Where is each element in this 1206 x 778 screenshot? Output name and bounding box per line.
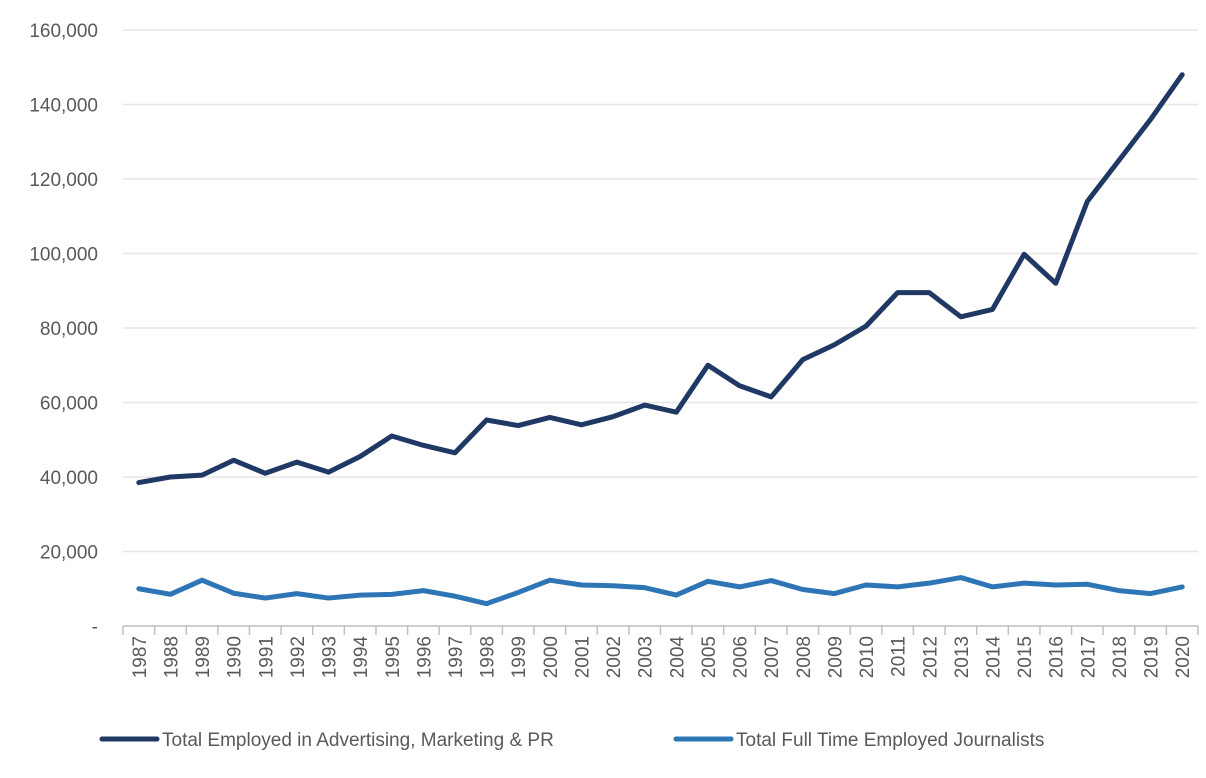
series-lines — [136, 72, 1185, 607]
x-tick-label: 1988 — [161, 636, 182, 678]
x-tick-label: 2002 — [604, 636, 625, 678]
x-tick-label: 1991 — [256, 636, 277, 678]
x-tick-label: 1992 — [288, 636, 309, 678]
x-tick-label: 1996 — [414, 636, 435, 678]
x-tick-label: 2016 — [1047, 636, 1068, 678]
y-axis-ticks: - 20,000 40,000 60,000 80,000 100,000 120,000 1… — [29, 21, 98, 638]
x-tick-label: 1989 — [193, 636, 214, 678]
legend-entry-label: Total Employed in Advertising, Marketing… — [162, 730, 554, 751]
x-tick-label: 2004 — [667, 636, 688, 679]
x-tick-label: 1990 — [225, 636, 246, 678]
x-tick-label: 1999 — [509, 636, 530, 678]
y-tick-label: 80,000 — [40, 319, 98, 340]
x-tick-label: 2007 — [762, 636, 783, 678]
x-tick-label: 1994 — [351, 636, 372, 679]
x-tick-label: 2010 — [857, 636, 878, 678]
x-tick-label: 2003 — [636, 636, 657, 678]
y-tick-label: - — [92, 617, 98, 638]
x-tick-label: 2015 — [1015, 636, 1036, 678]
x-tick-label: 2005 — [699, 636, 720, 678]
x-tick-label: 2006 — [731, 636, 752, 678]
x-tick-label: 2011 — [889, 636, 910, 677]
y-tick-label: 20,000 — [40, 543, 98, 564]
x-tick-label: 1993 — [320, 636, 341, 678]
x-tick-label: 2000 — [541, 636, 562, 678]
x-tick-label: 2019 — [1142, 636, 1163, 678]
y-tick-label: 120,000 — [29, 170, 98, 191]
x-tick-label: 1995 — [383, 636, 404, 678]
series-line-2 — [136, 575, 1185, 607]
y-tick-label: 40,000 — [40, 468, 98, 489]
x-tick-label: 1998 — [478, 636, 499, 678]
x-tick-label: 2013 — [952, 636, 973, 678]
x-tick-label: 2018 — [1110, 636, 1131, 678]
x-tick-label: 2009 — [825, 636, 846, 678]
gridlines — [123, 29, 1198, 627]
x-tick-label: 2001 — [572, 636, 593, 678]
y-tick-label: 60,000 — [40, 394, 98, 415]
legend: Total Employed in Advertising, Marketing… — [99, 730, 1044, 751]
y-tick-label: 160,000 — [29, 21, 98, 42]
series-line-1 — [136, 72, 1185, 486]
x-tick-label: 2008 — [794, 636, 815, 678]
x-tick-label: 2014 — [983, 636, 1004, 679]
y-tick-label: 100,000 — [29, 245, 98, 266]
x-tick-label: 2020 — [1173, 636, 1194, 678]
legend-entry-label: Total Full Time Employed Journalists — [736, 730, 1044, 751]
x-tick-label: 1997 — [446, 636, 467, 678]
x-axis-ticks: 1987 1988 1989 1990 1991 1992 1993 1994 1995 1996… — [122, 626, 1199, 679]
x-tick-label: 2012 — [920, 636, 941, 678]
x-tick-label: 1987 — [130, 636, 151, 678]
y-tick-label: 140,000 — [29, 96, 98, 117]
x-tick-label: 2017 — [1078, 636, 1099, 678]
